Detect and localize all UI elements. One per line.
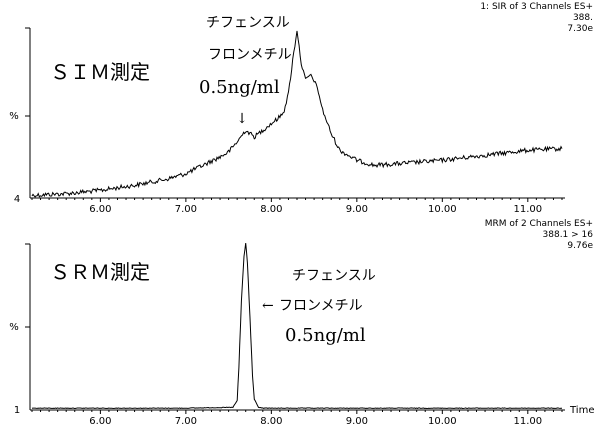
sim-peak-arrow: ↓ [236, 111, 248, 127]
srm-panel: MRM of 2 Channels ES+ 388.1 > 16 9.76e %… [9, 219, 594, 427]
srm-x-tick-label: 7.00 [175, 416, 197, 427]
sim-trace [31, 30, 563, 198]
srm-x-axis-label: Time [569, 405, 594, 416]
srm-header-line3: 9.76e [567, 241, 593, 251]
srm-concentration: 0.5ng/ml [285, 325, 366, 346]
srm-compound-line2: フロンメチル [279, 298, 363, 314]
srm-arrow: ← [262, 298, 274, 314]
sim-x-tick-label: 10.00 [428, 204, 457, 215]
sim-header-line1: 1: SIR of 3 Channels ES+ [480, 2, 593, 12]
srm-x-tick-label: 8.00 [260, 416, 282, 427]
srm-x-ticks: 6.00 7.00 8.00 9.00 10.00 11.00 [31, 410, 563, 427]
sim-y-label: % [9, 111, 19, 122]
sim-concentration: 0.5ng/ml [199, 77, 280, 98]
srm-y-label: % [9, 322, 19, 333]
srm-x-tick-label: 11.00 [513, 416, 542, 427]
sim-header-line3: 7.30e [567, 24, 593, 34]
sim-y-min-label: 4 [14, 194, 20, 205]
srm-trace [31, 242, 562, 410]
sim-x-tick-label: 8.00 [260, 204, 282, 215]
srm-header-line2: 388.1 > 16 [543, 230, 594, 240]
srm-x-tick-label: 9.00 [346, 416, 368, 427]
sim-x-tick-label: 11.00 [513, 204, 542, 215]
sim-x-tick-label: 7.00 [175, 204, 197, 215]
srm-x-tick-label: 10.00 [428, 416, 457, 427]
srm-method-label: ＳＲＭ測定 [50, 260, 150, 284]
sim-x-tick-label: 6.00 [89, 204, 111, 215]
sim-x-tick-label: 9.00 [346, 204, 368, 215]
sim-header-line2: 388. [573, 13, 593, 23]
srm-compound-line1: チフェンスル [292, 268, 376, 284]
sim-compound-line2: フロンメチル [208, 47, 292, 63]
sim-panel: 1: SIR of 3 Channels ES+ 388. 7.30e % 4 … [9, 2, 593, 215]
sim-compound-line1: チフェンスル [206, 15, 290, 31]
sim-x-ticks: 6.00 7.00 8.00 9.00 10.00 11.00 [31, 198, 563, 215]
sim-method-label: ＳＩＭ測定 [50, 60, 150, 84]
srm-header-line1: MRM of 2 Channels ES+ [485, 219, 593, 229]
srm-x-tick-label: 6.00 [89, 416, 111, 427]
srm-y-min-label: 1 [14, 405, 20, 416]
